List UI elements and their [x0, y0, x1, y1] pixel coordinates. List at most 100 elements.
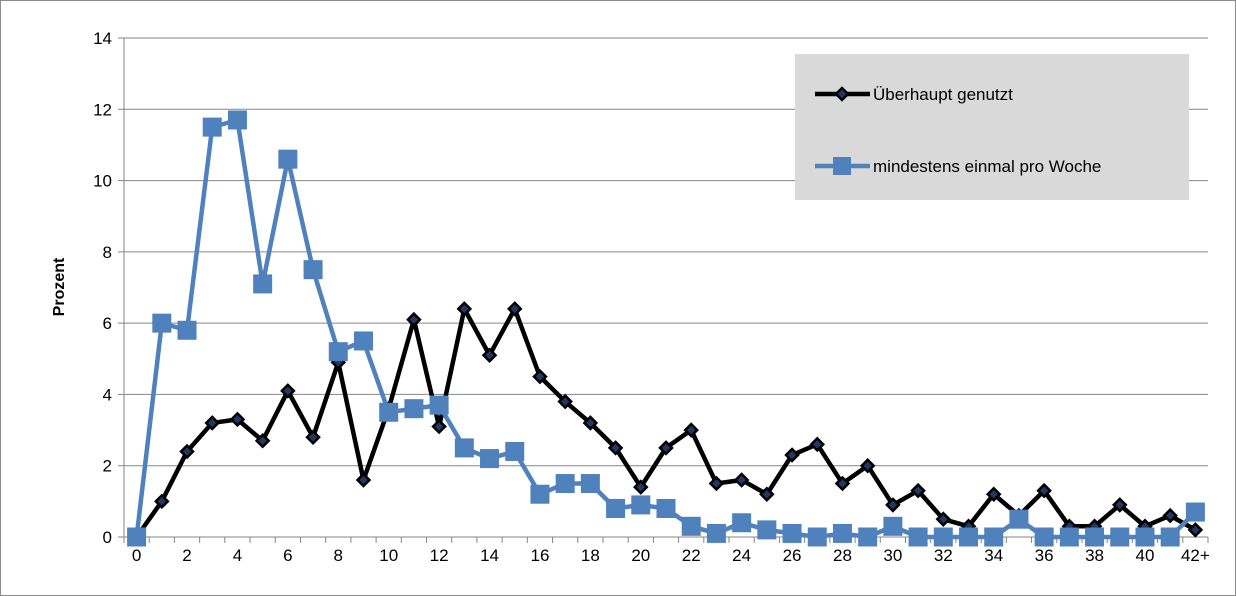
x-tick-label: 38: [1085, 546, 1104, 565]
legend-entry: mindestens einmal pro Woche: [815, 157, 1101, 176]
data-point: [1009, 509, 1029, 529]
y-tick-label: 0: [103, 528, 112, 547]
legend-box: [795, 54, 1189, 200]
data-point: [229, 411, 246, 428]
data-point: [733, 472, 750, 488]
legend-marker: [834, 86, 850, 102]
data-point: [732, 513, 752, 533]
data-point: [506, 301, 523, 317]
data-point: [1085, 527, 1105, 547]
data-point: [910, 482, 926, 499]
data-point: [607, 440, 624, 456]
x-tick-label: 30: [883, 546, 902, 565]
y-tick-label: 14: [93, 29, 112, 48]
data-point: [834, 475, 851, 492]
legend-label: Überhaupt genutzt: [873, 85, 1013, 104]
data-point: [832, 523, 852, 543]
data-point: [280, 383, 296, 399]
data-point: [177, 320, 197, 340]
data-point: [633, 479, 649, 495]
data-point: [429, 395, 449, 415]
data-point: [278, 149, 298, 169]
data-point: [454, 438, 474, 458]
data-point: [456, 301, 473, 317]
data-point: [757, 520, 777, 540]
legend-marker: [833, 157, 851, 175]
x-tick-label: 42+: [1181, 546, 1210, 565]
data-point: [1036, 482, 1052, 499]
data-point: [883, 516, 903, 536]
data-point: [985, 486, 1002, 502]
data-point: [656, 498, 676, 518]
x-tick-label: 34: [984, 546, 1003, 565]
x-tick-label: 32: [934, 546, 953, 565]
data-point: [782, 523, 802, 543]
data-point: [406, 311, 422, 328]
data-point: [253, 274, 273, 294]
data-point: [152, 313, 172, 333]
series-layer: [127, 110, 1205, 547]
data-point: [582, 415, 599, 431]
data-point: [355, 472, 372, 488]
data-point: [809, 436, 826, 453]
data-point: [1160, 527, 1180, 547]
data-point: [859, 457, 876, 474]
data-point: [959, 527, 979, 547]
data-point: [481, 347, 498, 363]
x-tick-label: 2: [182, 546, 191, 565]
data-point: [933, 527, 953, 547]
data-point: [807, 527, 827, 547]
series-mindestens-einmal-pro-woche: [127, 110, 1205, 547]
data-point: [254, 432, 271, 449]
x-tick-label: 6: [283, 546, 292, 565]
data-point: [681, 516, 701, 536]
data-point: [204, 415, 221, 431]
data-point: [1034, 527, 1054, 547]
data-point: [1059, 527, 1079, 547]
x-tick-label: 24: [732, 546, 751, 565]
data-point: [580, 474, 600, 494]
data-point: [708, 475, 725, 492]
x-tick-label: 4: [233, 546, 242, 565]
data-point: [1185, 502, 1205, 522]
x-tick-label: 40: [1136, 546, 1155, 565]
data-point: [1187, 522, 1204, 538]
data-point: [303, 260, 323, 280]
data-point: [935, 511, 952, 527]
data-point: [505, 441, 525, 461]
x-tick-label: 16: [530, 546, 549, 565]
data-point: [885, 497, 901, 513]
data-point: [1110, 527, 1130, 547]
y-tick-label: 6: [103, 314, 112, 333]
data-point: [908, 527, 928, 547]
data-point: [759, 486, 775, 502]
x-tick-label: 28: [833, 546, 852, 565]
data-point: [202, 117, 222, 137]
x-tick-label: 22: [682, 546, 701, 565]
data-point: [227, 110, 247, 130]
y-tick-label: 4: [103, 385, 112, 404]
x-tick-label: 20: [631, 546, 650, 565]
data-point: [154, 493, 170, 510]
x-tick-label: 0: [132, 546, 141, 565]
data-point: [1135, 527, 1155, 547]
data-point: [530, 484, 550, 504]
x-tick-label: 18: [581, 546, 600, 565]
data-point: [353, 331, 373, 351]
data-point: [379, 402, 399, 422]
legend-entry: Überhaupt genutzt: [815, 85, 1013, 104]
legend: Überhaupt genutzt mindestens einmal pro W…: [795, 54, 1189, 200]
data-point: [606, 498, 626, 518]
data-point: [706, 523, 726, 543]
y-tick-label: 10: [93, 172, 112, 191]
data-point: [532, 368, 548, 385]
y-tick-label: 8: [103, 243, 112, 262]
data-point: [631, 495, 651, 515]
x-tick-label: 26: [783, 546, 802, 565]
data-point: [127, 527, 147, 547]
y-tick-label: 12: [93, 100, 112, 119]
data-point: [431, 418, 447, 435]
x-tick-label: 36: [1035, 546, 1054, 565]
